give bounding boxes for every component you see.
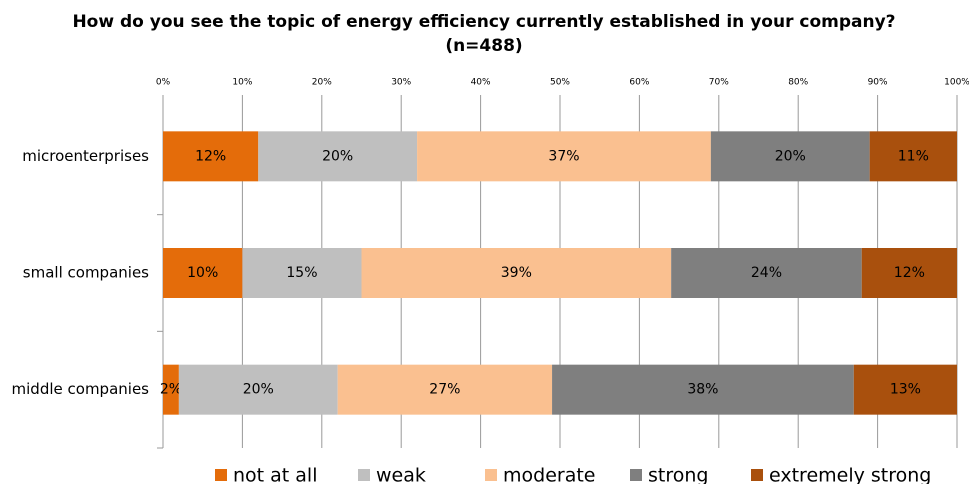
- legend-label: extremely strong: [769, 465, 931, 484]
- legend-label: moderate: [503, 465, 595, 484]
- bar-segment: [178, 364, 338, 415]
- y-tick-label: microenterprises: [22, 147, 149, 165]
- legend-swatch: [630, 469, 642, 481]
- data-label: 24%: [751, 265, 782, 281]
- y-tick-label: middle companies: [12, 380, 150, 398]
- legend-swatch: [215, 469, 227, 481]
- bar-segment: [552, 364, 854, 415]
- x-tick-label: 10%: [232, 78, 252, 88]
- legend-label: not at all: [233, 465, 318, 484]
- data-label: 13%: [890, 382, 921, 398]
- chart-title: How do you see the topic of energy effic…: [72, 12, 895, 32]
- bar-segment: [710, 131, 870, 182]
- data-label: 10%: [187, 265, 218, 281]
- bar-segment: [361, 248, 672, 298]
- data-label: 2%: [160, 382, 182, 398]
- y-tick-label: small companies: [23, 264, 149, 282]
- data-label: 37%: [548, 148, 579, 164]
- bar-segment: [337, 364, 553, 415]
- x-tick-label: 100%: [944, 78, 969, 88]
- legend-swatch: [751, 469, 763, 481]
- bar-segment: [163, 248, 243, 298]
- bar-segment: [869, 131, 957, 182]
- x-tick-label: 70%: [709, 78, 729, 88]
- x-tick-label: 80%: [788, 78, 808, 88]
- legend-label: weak: [376, 465, 426, 484]
- data-label: 39%: [501, 265, 532, 281]
- bar-segment: [163, 364, 179, 415]
- data-label: 20%: [775, 148, 806, 164]
- x-tick-label: 60%: [629, 78, 649, 88]
- x-tick-label: 40%: [471, 78, 491, 88]
- x-tick-label: 50%: [550, 78, 570, 88]
- data-label: 15%: [286, 265, 317, 281]
- bar-segment: [242, 248, 362, 298]
- data-label: 12%: [195, 148, 226, 164]
- data-label: 11%: [898, 148, 929, 164]
- data-label: 38%: [687, 382, 718, 398]
- bar-segment: [258, 131, 418, 182]
- x-tick-label: 20%: [312, 78, 332, 88]
- x-tick-label: 0%: [156, 78, 171, 88]
- legend-label: strong: [648, 465, 708, 484]
- data-label: 12%: [894, 265, 925, 281]
- bar-segment: [671, 248, 862, 298]
- bar-segment: [163, 131, 259, 182]
- x-tick-label: 90%: [868, 78, 888, 88]
- bar-segment: [417, 131, 711, 182]
- data-label: 20%: [243, 382, 274, 398]
- legend-swatch: [485, 469, 497, 481]
- chart-subtitle: (n=488): [445, 36, 522, 56]
- data-label: 27%: [429, 382, 460, 398]
- x-tick-label: 30%: [391, 78, 411, 88]
- bar-segment: [861, 248, 957, 298]
- bar-segment: [853, 364, 957, 415]
- data-label: 20%: [322, 148, 353, 164]
- legend-swatch: [358, 469, 370, 481]
